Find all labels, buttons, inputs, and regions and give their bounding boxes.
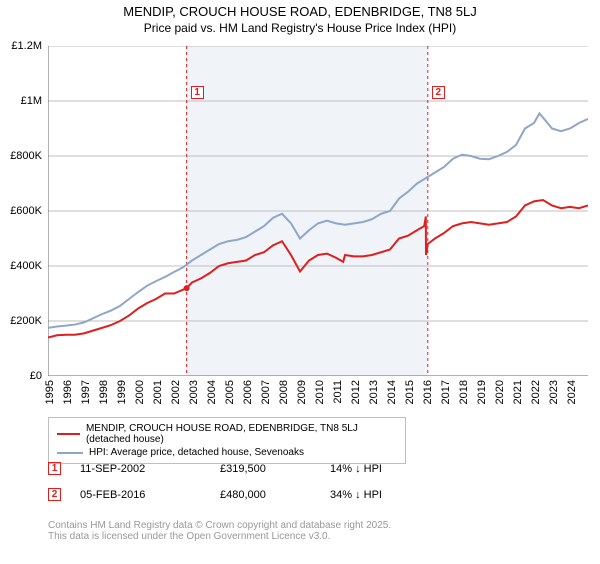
x-axis-tick: 2003: [188, 380, 200, 404]
x-axis-tick: 2018: [458, 380, 470, 404]
legend-label: MENDIP, CROUCH HOUSE ROAD, EDENBRIDGE, T…: [86, 423, 397, 445]
x-axis-tick: 2008: [278, 380, 290, 404]
x-axis-tick: 1996: [62, 380, 74, 404]
transaction-date: 05-FEB-2016: [80, 489, 145, 501]
x-axis-tick: 2016: [422, 380, 434, 404]
x-axis-tick: 2014: [386, 380, 398, 404]
x-axis-tick: 2004: [206, 380, 218, 404]
x-axis-tick: 1998: [98, 380, 110, 404]
transaction-row: 205-FEB-2016£480,00034% ↓ HPI: [48, 488, 61, 501]
event-marker-1: 1: [191, 86, 204, 99]
transaction-price: £319,500: [220, 463, 266, 475]
legend-swatch: [57, 452, 83, 454]
x-axis-tick: 2012: [350, 380, 362, 404]
x-axis-tick: 2024: [566, 380, 578, 404]
chart-title: MENDIP, CROUCH HOUSE ROAD, EDENBRIDGE, T…: [0, 4, 600, 19]
event-marker-2: 2: [432, 86, 445, 99]
transaction-date: 11-SEP-2002: [80, 463, 145, 475]
x-axis-tick: 2000: [134, 380, 146, 404]
x-axis-tick: 1997: [80, 380, 92, 404]
x-axis-tick: 2022: [530, 380, 542, 404]
transaction-price: £480,000: [220, 489, 266, 501]
x-axis-tick: 2002: [170, 380, 182, 404]
transaction-delta: 34% ↓ HPI: [330, 489, 382, 501]
x-axis-tick: 2023: [548, 380, 560, 404]
copyright-line-1: Contains HM Land Registry data © Crown c…: [48, 520, 391, 531]
legend: MENDIP, CROUCH HOUSE ROAD, EDENBRIDGE, T…: [48, 417, 406, 464]
y-axis-tick: £600K: [10, 205, 42, 217]
y-axis-tick: £1.2M: [11, 40, 42, 52]
transaction-row: 111-SEP-2002£319,50014% ↓ HPI: [48, 462, 61, 475]
transaction-delta: 14% ↓ HPI: [330, 463, 382, 475]
y-axis-tick: £200K: [10, 315, 42, 327]
x-axis-tick: 1999: [116, 380, 128, 404]
x-axis-tick: 2019: [476, 380, 488, 404]
x-axis-tick: 2009: [296, 380, 308, 404]
y-axis-tick: £400K: [10, 260, 42, 272]
transaction-marker: 1: [48, 462, 61, 475]
x-axis-tick: 2001: [152, 380, 164, 404]
x-axis-tick: 2005: [224, 380, 236, 404]
x-axis-tick: 2017: [440, 380, 452, 404]
legend-item-hpi: HPI: Average price, detached house, Seve…: [57, 446, 397, 459]
x-axis-tick: 2021: [512, 380, 524, 404]
transaction-marker: 2: [48, 488, 61, 501]
x-axis-tick: 2020: [494, 380, 506, 404]
y-axis-tick: £1M: [21, 95, 42, 107]
x-axis-tick: 2010: [314, 380, 326, 404]
copyright-notice: Contains HM Land Registry data © Crown c…: [48, 520, 391, 542]
copyright-line-2: This data is licensed under the Open Gov…: [48, 531, 391, 542]
x-axis-tick: 2007: [260, 380, 272, 404]
x-axis-tick: 2011: [332, 380, 344, 404]
price-marker-dot: [184, 285, 190, 291]
x-axis-tick: 1995: [44, 380, 56, 404]
x-axis-tick: 2015: [404, 380, 416, 404]
legend-item-price_paid: MENDIP, CROUCH HOUSE ROAD, EDENBRIDGE, T…: [57, 422, 397, 446]
legend-label: HPI: Average price, detached house, Seve…: [89, 447, 304, 458]
chart-plot-area: £0£200K£400K£600K£800K£1M£1.2M1995199619…: [48, 46, 588, 376]
y-axis-tick: £0: [30, 370, 42, 382]
y-axis-tick: £800K: [10, 150, 42, 162]
x-axis-tick: 2013: [368, 380, 380, 404]
legend-swatch: [57, 433, 80, 435]
x-axis-tick: 2006: [242, 380, 254, 404]
chart-subtitle: Price paid vs. HM Land Registry's House …: [0, 21, 600, 35]
